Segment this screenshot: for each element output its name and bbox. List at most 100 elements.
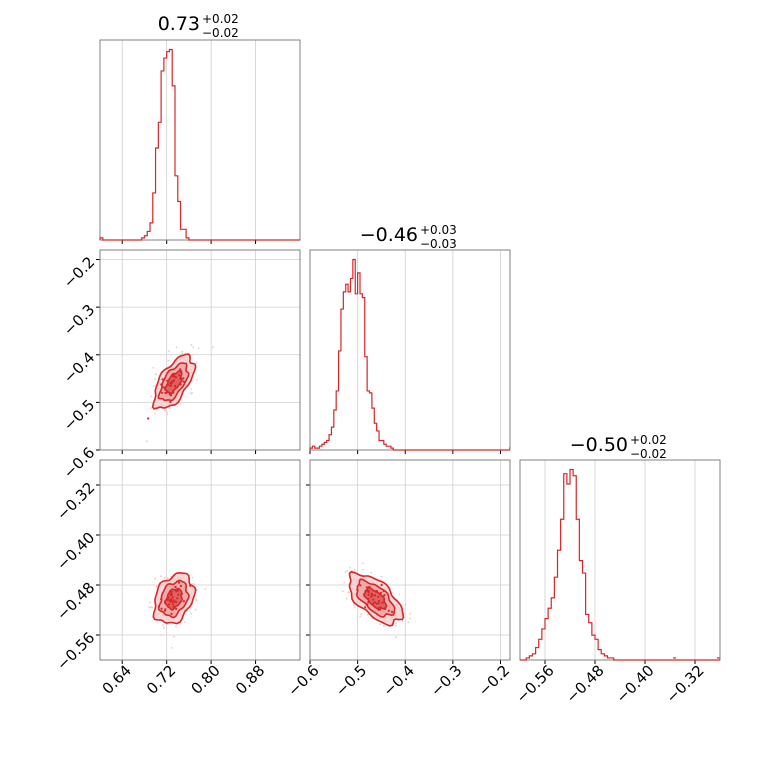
p10-point-30: [181, 350, 184, 353]
p20-core-point-16: [172, 599, 175, 602]
y-axis-labels-param-2: −0.32 −0.40 −0.48 −0.56: [53, 479, 98, 674]
p20-point-124: [162, 624, 164, 626]
p20-core-point-6: [160, 598, 163, 601]
p21-point-93: [370, 617, 373, 619]
p21-core-point-38: [374, 590, 377, 593]
p10-point-204: [190, 388, 193, 390]
ylabels2-label-2: −0.48: [53, 579, 98, 624]
p10-point-200: [167, 359, 170, 362]
p21-point-108: [345, 597, 348, 600]
p20-core-point-24: [175, 607, 178, 610]
p10-point-79: [197, 347, 200, 350]
p21-point-241: [353, 606, 356, 609]
title-p22-value: −0.50: [570, 434, 628, 456]
p20-point-162: [163, 627, 166, 629]
p10-core-point-34: [173, 373, 176, 376]
p21-core-point-31: [377, 602, 380, 605]
p10-point-170: [152, 385, 155, 387]
p10-core-point-14: [161, 378, 164, 381]
p10-core-point-29: [166, 379, 169, 382]
p10-point-98: [196, 378, 198, 381]
p20-point-22: [184, 621, 186, 623]
p10-core-point-27: [173, 375, 176, 378]
p20-core-point-31: [170, 592, 173, 595]
p20-core-point-35: [170, 598, 173, 601]
p10-frame: [99, 249, 301, 451]
p21-point-185: [346, 569, 348, 572]
p21-point-64: [409, 612, 412, 615]
p20-point-129: [159, 575, 162, 578]
p20-core-point-29: [176, 589, 179, 592]
p20-point-88: [170, 647, 173, 649]
p20-core-point-30: [174, 586, 177, 589]
xlabels2-label-3: −0.32: [662, 662, 707, 707]
p11-hist-line: [309, 258, 510, 451]
p20-point-257: [195, 599, 198, 602]
p21-core-point-32: [387, 609, 390, 612]
p21-core-point-34: [379, 608, 382, 611]
p21-core-point-17: [383, 594, 386, 597]
p10-point-219: [191, 391, 193, 394]
xlabels2-label-2: −0.40: [612, 662, 657, 707]
p21-point-189: [395, 636, 397, 639]
p20-point-199: [148, 606, 151, 609]
p21-core-point-11: [356, 588, 359, 591]
p21-core-point-19: [367, 597, 370, 601]
p00-frame: [99, 39, 301, 241]
p10-core-point-24: [174, 376, 177, 379]
p10-core-point-6: [166, 383, 169, 386]
p10-core-point-38: [179, 368, 182, 371]
p21-core-point-30: [379, 591, 382, 595]
title-p22: −0.50: [570, 434, 628, 456]
p21-core-point-20: [377, 595, 380, 598]
ylabels2-label-3: −0.56: [53, 629, 98, 674]
p10-core-point-37: [169, 381, 173, 384]
p21-point-187: [359, 615, 361, 618]
p21-core-point-18: [370, 595, 373, 598]
p20-core-point-9: [164, 600, 167, 603]
p20-core-point-38: [166, 597, 169, 600]
p21-core-point-36: [367, 593, 370, 596]
title-p00-value: 0.73: [158, 13, 200, 35]
p10-core-point-25: [164, 391, 167, 394]
p20-point-58: [149, 601, 151, 604]
p10-core-point-0: [182, 377, 185, 380]
p20-core-point-11: [166, 598, 169, 601]
p10-core-point-23: [166, 390, 169, 393]
xlabels1-label-3: −0.3: [427, 662, 465, 700]
p10-point-148: [150, 395, 153, 398]
p20-point-45: [154, 577, 157, 580]
ylabels1-label-2: −0.4: [60, 348, 98, 386]
p20-core-point-12: [180, 593, 183, 596]
p10-point-213: [145, 440, 148, 443]
p10-core-point-19: [162, 386, 165, 389]
title-p22-plus: +0.02: [630, 433, 667, 447]
title-p11-minus: −0.03: [420, 237, 457, 251]
p21-point-112: [341, 590, 344, 593]
p10-core-point-36: [172, 379, 175, 382]
p10-point-104: [181, 352, 184, 355]
p21-core-point-15: [373, 601, 377, 604]
p10-core-point-28: [182, 380, 185, 383]
title-p11-plus: +0.03: [420, 223, 457, 237]
p10-core-point-7: [169, 384, 172, 387]
p20-frame: [99, 459, 301, 661]
p10-point-227: [179, 401, 182, 404]
p21-point-81: [401, 619, 404, 622]
xlabels1-label-0: −0.6: [284, 662, 322, 700]
xlabels2-label-0: −0.56: [512, 662, 557, 707]
panel-hist-param-0: [99, 39, 301, 244]
p20-core-point-32: [175, 600, 178, 604]
p20-core-point-33: [164, 608, 167, 611]
p21-core-point-39: [365, 586, 368, 589]
p10-point-220: [175, 346, 178, 349]
ylabels2-label-0: −0.32: [53, 479, 98, 524]
title-p00-minus: −0.02: [202, 26, 239, 40]
p10-core-point-9: [160, 383, 163, 386]
p20-core-point-26: [177, 593, 180, 596]
p20-point-123: [193, 583, 196, 586]
x-axis-labels-param-0: 0.64 0.72 0.80 0.88: [99, 662, 269, 698]
panel-hist-param-1: [309, 249, 511, 454]
p20-point-5: [164, 577, 166, 580]
